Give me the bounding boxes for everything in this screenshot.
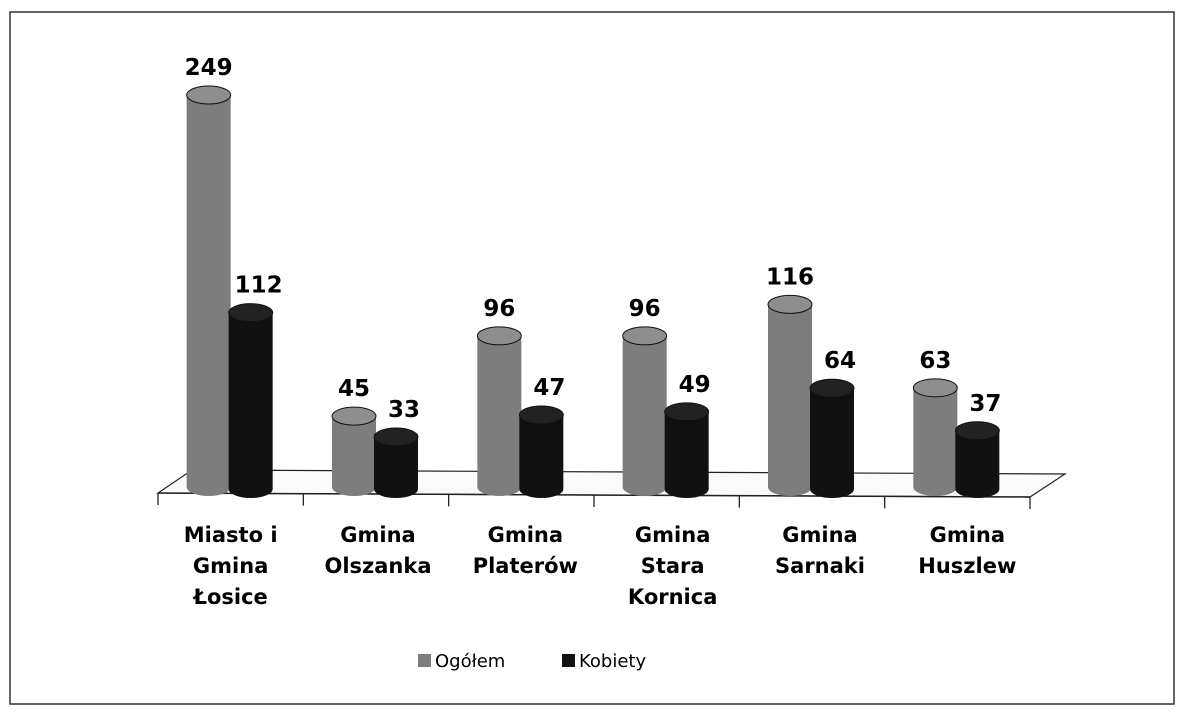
bar-body: [332, 416, 376, 487]
bar-top: [767, 294, 813, 314]
value-label: 33: [388, 397, 420, 423]
bar-body: [186, 95, 231, 487]
bar-top: [664, 402, 710, 422]
x-tick-label: Miasto i Gmina Łosice: [183, 523, 278, 609]
value-label: 64: [824, 348, 856, 374]
bar-body: [768, 304, 812, 487]
value-label: 116: [766, 264, 814, 290]
bar-bottom: [664, 480, 709, 498]
value-label: 96: [629, 296, 661, 322]
bar-body: [810, 388, 854, 489]
bar-bottom: [332, 478, 376, 496]
bar: [622, 326, 668, 496]
bar-bottom: [477, 478, 522, 496]
bar: [518, 405, 564, 498]
bar-bottom: [810, 480, 854, 498]
bar: [373, 427, 419, 498]
bar-body: [519, 415, 564, 489]
bar: [228, 303, 274, 498]
bar-top: [518, 405, 564, 425]
bar: [331, 406, 377, 496]
value-label: 45: [338, 376, 370, 402]
bar: [476, 326, 522, 496]
bar-top: [954, 421, 1000, 441]
bar: [809, 378, 855, 498]
bar: [767, 294, 813, 496]
value-label: 47: [533, 375, 565, 401]
bar-bottom: [519, 480, 564, 498]
value-label: 249: [185, 55, 233, 81]
legend-swatch: [418, 654, 431, 667]
bar-top: [912, 378, 958, 398]
bar-body: [477, 335, 522, 487]
bar-bottom: [186, 478, 231, 496]
x-tick-label: Gmina Platerów: [472, 523, 578, 578]
value-label: 49: [679, 372, 711, 398]
value-label: 63: [919, 348, 951, 374]
bar-bottom: [955, 480, 1000, 498]
legend-label: Kobiety: [579, 651, 646, 672]
bar-body: [622, 335, 667, 487]
bar-body: [664, 411, 709, 489]
x-tick-label: Gmina Stara Kornica: [627, 523, 718, 609]
frame: [9, 11, 1175, 705]
x-tick-label: Gmina Huszlew: [918, 523, 1017, 578]
bar-bottom: [768, 478, 812, 496]
legend-label: Ogółem: [435, 651, 505, 672]
bar-bottom: [622, 478, 667, 496]
bar: [954, 421, 1000, 498]
bar-body: [955, 430, 1000, 489]
bar: [664, 402, 710, 498]
bar-bottom: [913, 478, 958, 496]
bar-top: [476, 326, 522, 346]
value-label: 37: [969, 391, 1001, 417]
bar-bottom: [228, 480, 273, 498]
bar-top: [373, 427, 419, 447]
bar: [186, 85, 232, 496]
bar-bottom: [374, 480, 418, 498]
bar-top: [622, 326, 668, 346]
value-label: 96: [483, 296, 515, 322]
value-label: 112: [235, 273, 283, 299]
legend-swatch: [562, 654, 575, 667]
bar-top: [228, 303, 274, 323]
bar-top: [809, 378, 855, 398]
x-tick-label: Gmina Olszanka: [324, 523, 432, 578]
bar-top: [186, 85, 232, 105]
x-tick-label: Gmina Sarnaki: [775, 523, 865, 578]
bar-body: [228, 312, 273, 489]
bar: [912, 378, 958, 496]
bar-top: [331, 406, 377, 426]
bar-body: [913, 387, 958, 487]
